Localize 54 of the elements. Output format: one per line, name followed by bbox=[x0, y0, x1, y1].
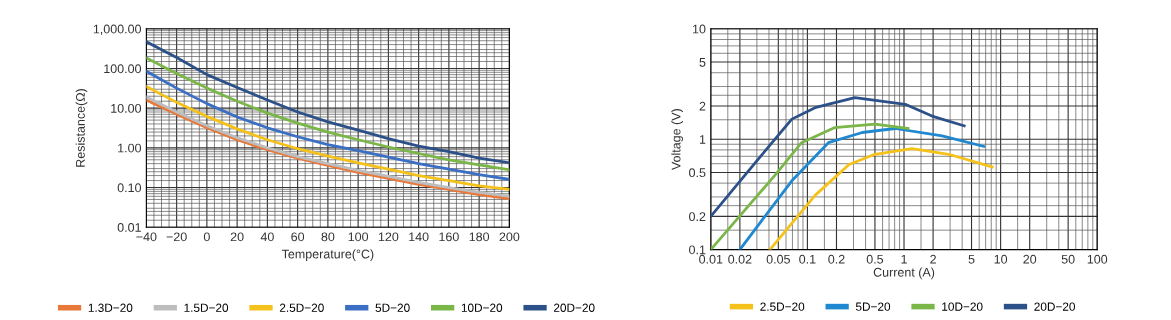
x-tick-label: 40 bbox=[260, 232, 274, 242]
x-tick-label: −20 bbox=[166, 232, 187, 242]
y-tick-label: 0.01 bbox=[117, 223, 141, 232]
x-tick-label: 140 bbox=[409, 232, 429, 242]
legend-label: 2.5D−20 bbox=[279, 303, 324, 312]
y-tick-label: 10.00 bbox=[111, 103, 142, 113]
y-tick-label: 0.5 bbox=[689, 168, 706, 178]
y-tick-label: 0.2 bbox=[689, 212, 706, 222]
x-tick-label: 10 bbox=[994, 254, 1008, 264]
legend-label: 20D−20 bbox=[1034, 302, 1075, 311]
y-axis-title: Resistance(Ω) bbox=[75, 89, 88, 167]
legend-label: 2.5D−20 bbox=[760, 302, 805, 311]
legend-label: 5D−20 bbox=[375, 303, 410, 312]
y-tick-label: 0.1 bbox=[689, 245, 706, 255]
legend-label: 20D−20 bbox=[553, 303, 595, 312]
y-tick-label: 1.00 bbox=[118, 143, 142, 153]
x-tick-label: 120 bbox=[378, 232, 399, 242]
x-tick-label: 80 bbox=[321, 232, 335, 242]
x-axis-title: Current (A) bbox=[873, 267, 935, 280]
legend-label: 10D−20 bbox=[461, 303, 503, 312]
x-tick-label: 0.05 bbox=[766, 254, 790, 264]
x-tick-label: 0.2 bbox=[828, 254, 845, 264]
x-tick-label: 180 bbox=[469, 232, 490, 242]
line-series bbox=[146, 56, 510, 172]
y-tick-label: 5 bbox=[699, 57, 706, 67]
y-tick-label: 2 bbox=[699, 101, 706, 111]
y-tick-label: 1,000.00 bbox=[93, 24, 142, 35]
x-tick-label: 0 bbox=[203, 232, 210, 242]
y-axis-title: Voltage (V) bbox=[671, 109, 684, 171]
legend-label: 1.5D−20 bbox=[184, 303, 229, 312]
x-tick-label: 5 bbox=[968, 254, 975, 264]
x-tick-label: 100 bbox=[1087, 254, 1108, 264]
x-tick-label: 50 bbox=[1061, 254, 1075, 264]
legend-label: 10D−20 bbox=[942, 302, 983, 311]
x-tick-label: 100 bbox=[348, 232, 369, 242]
y-tick-label: 10 bbox=[692, 24, 706, 34]
x-tick-label: 20 bbox=[230, 232, 244, 242]
y-tick-label: 0.10 bbox=[117, 183, 142, 193]
legend-label: 5D−20 bbox=[855, 302, 891, 311]
x-tick-label: 60 bbox=[291, 232, 305, 242]
x-tick-label: 1 bbox=[901, 254, 907, 264]
x-tick-label: 0.1 bbox=[799, 254, 816, 264]
x-tick-label: 160 bbox=[439, 232, 459, 242]
x-tick-label: 200 bbox=[499, 232, 520, 242]
x-tick-label: 2 bbox=[930, 254, 936, 264]
line-series bbox=[146, 69, 510, 181]
x-tick-label: 0.5 bbox=[866, 254, 884, 264]
y-tick-label: 1 bbox=[699, 135, 706, 144]
x-tick-label: 20 bbox=[1023, 254, 1037, 264]
x-tick-label: −40 bbox=[136, 232, 157, 242]
legend-label: 1.3D−20 bbox=[88, 303, 133, 312]
x-tick-label: 0.02 bbox=[728, 254, 752, 264]
x-axis-title: Temperature(°C) bbox=[281, 249, 374, 261]
y-tick-label: 100.00 bbox=[104, 64, 142, 74]
